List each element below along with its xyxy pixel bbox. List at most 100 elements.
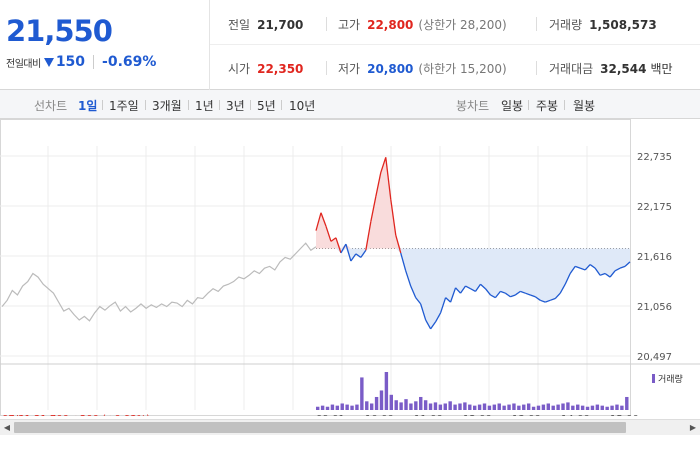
y-tick-label: 22,175 [637,202,672,213]
today-line-segment [474,283,482,292]
stat-label: 고가 [338,18,361,32]
x-tick-label: 13:00 [512,414,541,416]
volume-bar [566,402,570,410]
stat-value: 32,544 [600,62,647,76]
chart-frame [0,119,631,416]
volume-bar [585,406,590,410]
period-3m-button[interactable]: 3개월 [152,99,182,113]
period-1y-button[interactable]: 1년 [195,99,214,113]
volume-bar [325,406,330,410]
period-1w-button[interactable]: 1주일 [109,99,139,113]
stat-label: 거래대금 [549,62,594,76]
candle-weekly-button[interactable]: 주봉 [536,99,559,113]
x-tick-label: 15:00 [610,414,639,416]
volume-bar [561,403,565,410]
volume-bar [551,405,555,410]
volume-bar [330,404,335,410]
candle-daily-button[interactable]: 일봉 [501,99,524,113]
volume-bar [438,404,443,410]
change-label: 전일대비 [6,58,41,70]
scroll-left-icon[interactable]: ◀ [3,423,11,432]
change-percent: -0.69% [102,54,157,70]
candle-chart-label: 봉차트 [456,99,490,113]
period-1d-button[interactable]: 1일 [78,99,98,113]
today-line-segment [340,243,347,254]
volume-bar [620,405,624,410]
today-line-segment [520,290,526,294]
volume-bar [512,403,516,410]
today-line-segment [554,292,561,299]
today-line-segment [480,283,486,290]
stat-divider [326,17,327,31]
toolbar-divider [528,100,529,110]
today-line-segment [315,212,322,231]
today-line-segment [420,303,427,321]
toolbar-divider [564,100,565,110]
today-line-segment [540,299,546,303]
stat-high: 고가 22,800 (상한가 28,200) [338,16,507,33]
y-tick-label: 20,497 [637,352,672,363]
today-line-segment [619,265,626,269]
period-5y-button[interactable]: 5년 [257,99,276,113]
stat-label: 시가 [228,62,251,76]
stat-value: 1,508,573 [589,18,657,32]
volume-bar [448,401,452,410]
volume-bar [610,405,614,410]
stat-low: 저가 20,800 (하한가 15,200) [338,60,507,77]
today-line-segment [395,234,402,254]
volume-bar [404,399,408,410]
period-10y-button[interactable]: 10년 [289,99,316,113]
today-line-segment [564,273,571,285]
today-line-segment [439,297,447,314]
today-line-segment [574,265,581,269]
today-line-segment [355,253,362,258]
stat-value: 21,700 [257,18,304,32]
toolbar-divider [281,100,282,110]
stat-divider [536,61,537,75]
volume-bar [355,404,359,410]
below-reference-area [316,248,630,329]
today-line-segment [360,249,367,258]
today-line-segment [425,319,432,330]
today-line-segment [455,287,462,294]
volume-bar [590,405,595,410]
today-line-segment [594,267,601,276]
today-line-segment [345,243,352,262]
today-line-segment [614,267,621,272]
today-line-segment [510,294,516,298]
today-line-segment [584,264,591,271]
today-line-segment [530,294,536,298]
volume-legend-swatch [652,374,655,383]
volume-bar [389,394,393,410]
stat-value: 22,350 [257,62,304,76]
volume-bar [453,404,457,410]
stat-label: 전일 [228,18,251,32]
today-line-segment [569,265,576,274]
scrollbar-thumb[interactable] [14,422,626,433]
volume-bar [580,405,585,410]
volume-bar [595,404,600,410]
x-tick-label: 11:00 [414,414,443,416]
stat-prev-close: 전일 21,700 [228,16,303,33]
volume-bar [605,406,609,410]
x-tick-label: 09:01 [316,414,345,416]
candle-monthly-button[interactable]: 월봉 [573,99,596,113]
volume-bar [556,404,560,410]
today-line-segment [525,292,531,296]
x-tick-label: 14:00 [561,414,590,416]
scroll-right-icon[interactable]: ▶ [689,423,697,432]
volume-bar [350,405,354,410]
volume-bar [625,396,629,410]
stat-divider [536,17,537,31]
today-line-segment [579,267,586,271]
horizontal-scrollbar[interactable]: ◀ ▶ [0,419,700,435]
today-line-segment [624,261,631,267]
period-3y-button[interactable]: 3년 [226,99,245,113]
today-line-segment [335,237,342,254]
volume-bar [458,403,462,410]
toolbar-divider [250,100,251,110]
volume-bar [487,405,492,410]
today-line-segment [430,321,437,330]
y-tick-label: 21,616 [637,252,672,263]
volume-bar [502,405,506,410]
